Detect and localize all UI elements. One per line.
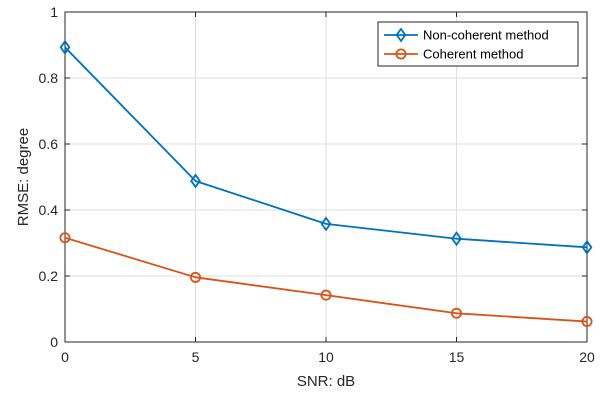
y-tick-label: 0.4 — [39, 202, 59, 218]
x-tick-label: 20 — [579, 349, 595, 365]
data-point — [320, 216, 332, 232]
legend-label: Non-coherent method — [423, 28, 549, 43]
series-layer — [59, 39, 593, 328]
y-tick-label: 0 — [50, 334, 58, 350]
series-line — [64, 236, 588, 323]
legend: Non-coherent method Coherent method — [377, 21, 579, 67]
y-tick-label: 0.2 — [39, 268, 59, 284]
legend-marker — [395, 27, 407, 43]
data-point — [59, 39, 71, 55]
legend-marker — [395, 48, 407, 60]
data-point — [451, 231, 462, 247]
x-tick-label: 10 — [318, 349, 334, 365]
data-point — [581, 316, 593, 328]
data-point — [190, 173, 201, 189]
series-line — [64, 46, 588, 249]
y-axis-label: RMSE: degree — [15, 128, 32, 226]
x-axis-label: SNR: dB — [297, 373, 355, 390]
axis-ticks: 0 5 10 15 20 0 0.2 0.4 0.6 0.8 1 — [39, 4, 595, 365]
data-point — [450, 307, 462, 319]
legend-label: Coherent method — [423, 47, 523, 62]
y-tick-label: 0.8 — [39, 70, 59, 86]
data-point — [189, 271, 201, 283]
legend-box — [377, 21, 579, 67]
x-tick-label: 5 — [192, 349, 200, 365]
series-1 — [59, 39, 593, 255]
x-tick-label: 15 — [449, 349, 465, 365]
data-point — [581, 239, 593, 255]
data-point — [320, 289, 332, 301]
y-tick-label: 0.6 — [39, 136, 59, 152]
x-tick-label: 0 — [61, 349, 69, 365]
series-2 — [59, 232, 593, 328]
y-tick-label: 1 — [50, 4, 58, 20]
grid — [65, 12, 587, 342]
data-point — [59, 232, 71, 244]
